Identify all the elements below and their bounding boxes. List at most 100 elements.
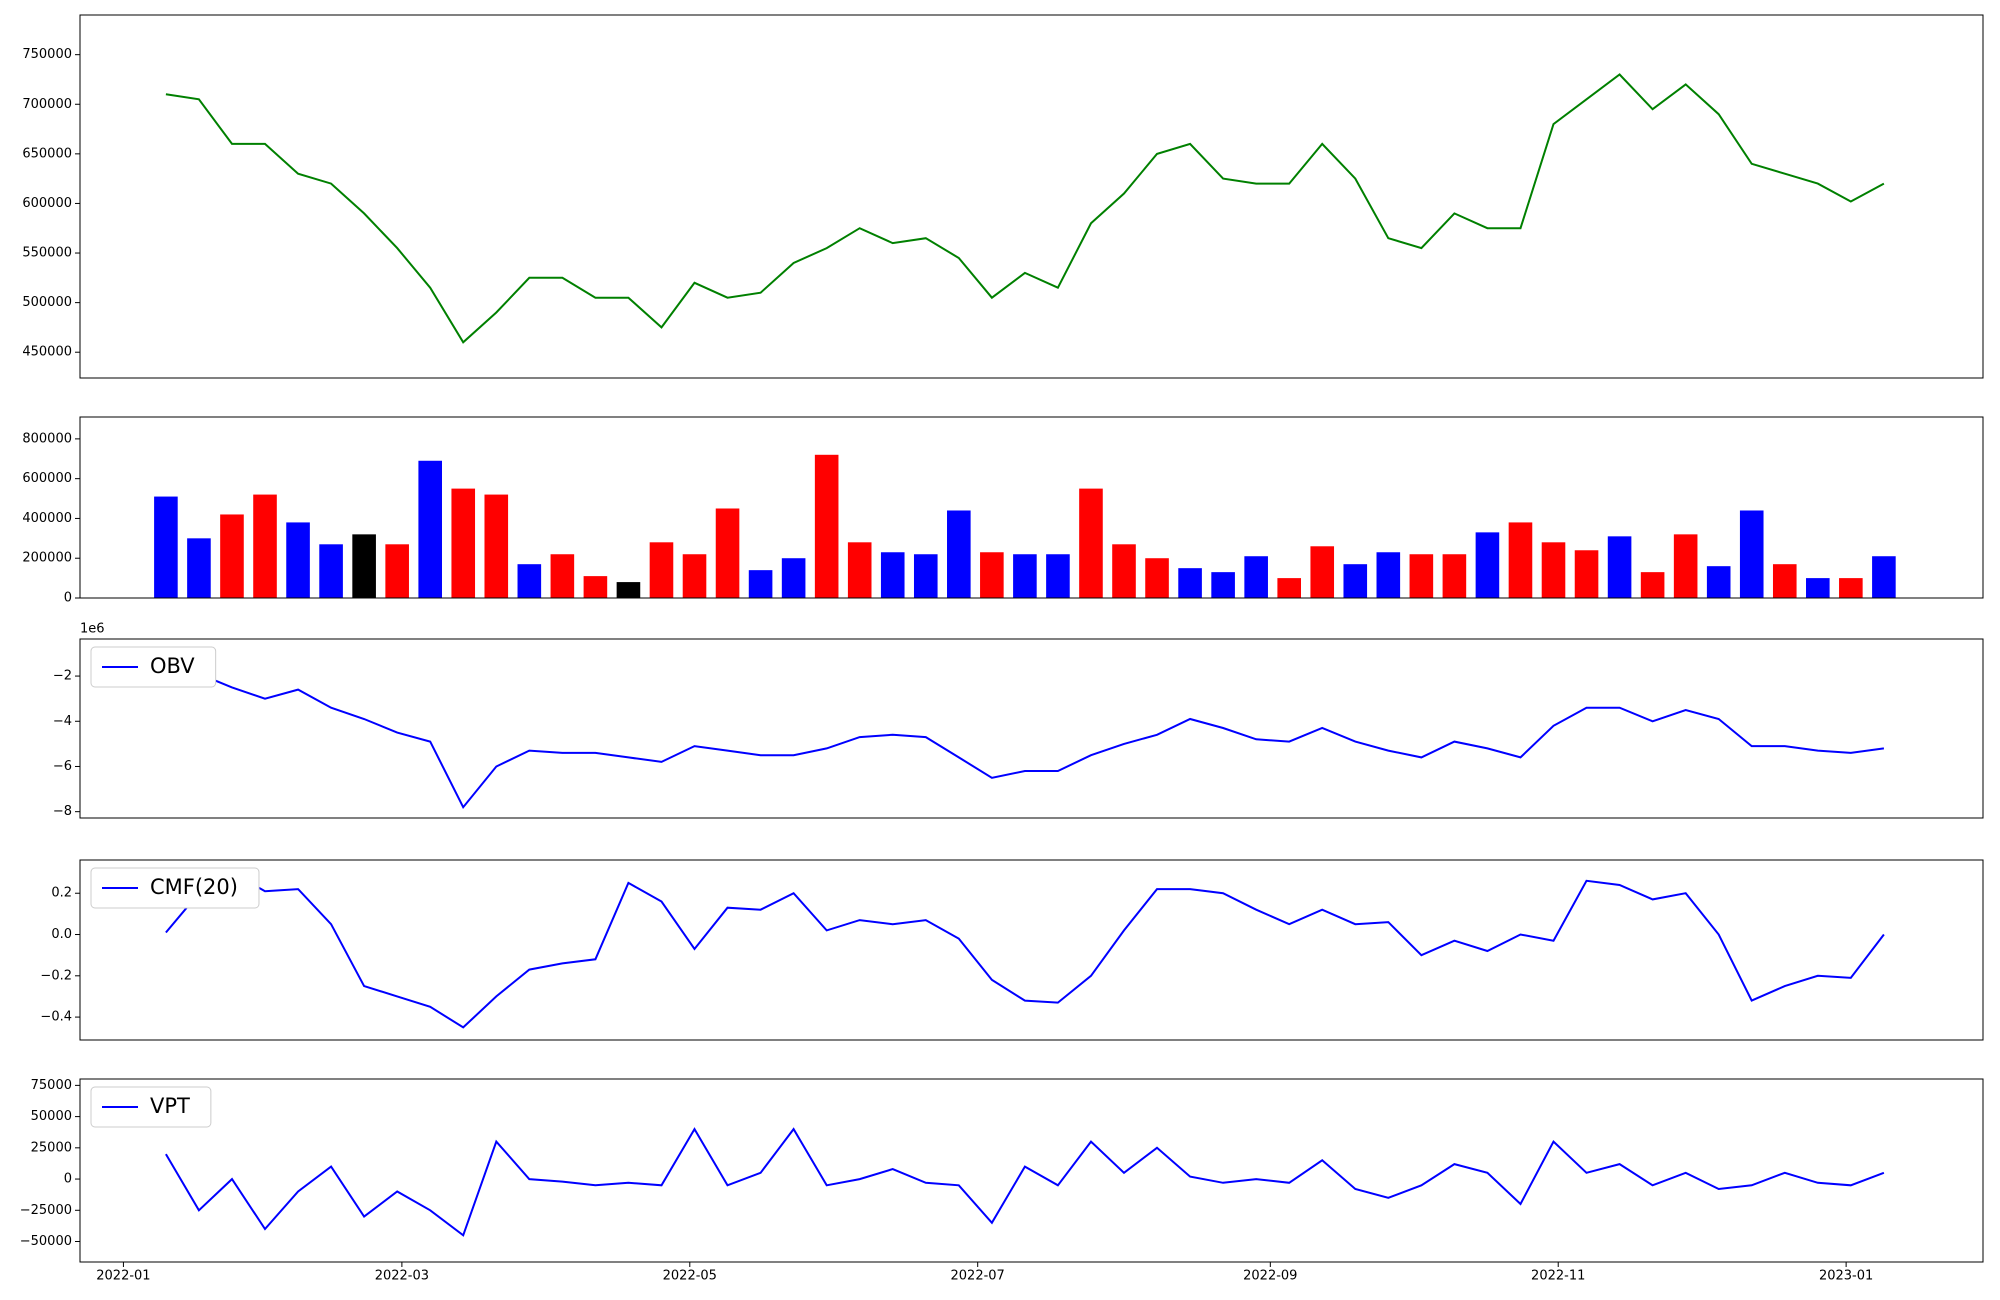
x-tick-label: 2022-03 [375,1269,429,1284]
y-tick-label: 800000 [22,431,72,446]
series-line [165,871,1885,1029]
series-line [165,1127,1885,1237]
legend-box [90,867,260,909]
bar [1376,552,1401,598]
y-tick-label: 400000 [22,511,72,526]
bar [1079,488,1103,598]
axes-frame [79,416,1984,599]
legend: OBV [90,646,217,688]
y-tick-label: 650000 [22,146,72,161]
bar [715,508,740,598]
bar [1244,556,1268,598]
y-tick-label: −0.4 [40,1010,72,1025]
bar [1772,564,1797,598]
y-tick-label: 750000 [22,47,72,62]
bar [319,544,343,598]
bar [1872,556,1896,598]
bar [1310,546,1335,598]
x-tick-label: 2022-11 [1531,1269,1585,1284]
bar [1607,536,1632,598]
bar [980,552,1004,598]
x-tick-label: 2022-09 [1243,1269,1297,1284]
axes-frame [79,638,1984,819]
legend: CMF(20) [90,867,260,909]
bar [880,552,905,598]
y-tick-label: −50000 [20,1234,72,1249]
bar [1508,522,1533,598]
y-tick-label: 75000 [31,1078,72,1093]
legend-label: VPT [150,1094,190,1118]
bar [1739,510,1764,598]
bar [1013,554,1037,598]
bar [1112,544,1136,598]
bar [583,576,608,598]
legend-label: OBV [150,654,195,678]
y-tick-label: −4 [53,714,72,729]
bar [1706,566,1731,598]
y-tick-label: 550000 [22,246,72,261]
bar [1839,578,1863,598]
y-tick-label: 450000 [22,345,72,360]
y-tick-label: 600000 [22,471,72,486]
bar [682,554,707,598]
y-tick-label: 50000 [31,1109,72,1124]
bar [253,494,277,598]
bar [781,558,806,598]
bar [385,544,409,598]
legend-box [90,646,217,688]
bar [154,496,178,598]
bar [352,534,376,598]
bar [947,510,971,598]
y-tick-label: 0 [64,1172,72,1187]
y-tick-label: 700000 [22,97,72,112]
bar [1541,542,1566,598]
bar [1806,578,1830,598]
bar [220,514,244,598]
y-tick-label: 0 [64,591,72,606]
bar [550,554,575,598]
y-tick-label: 25000 [31,1140,72,1155]
bar [1409,554,1434,598]
bar [451,488,476,598]
x-tick-label: 2022-05 [663,1269,717,1284]
y-tick-label: −0.2 [40,968,72,983]
y-tick-label: 200000 [22,551,72,566]
y-tick-label: −2 [53,669,72,684]
bar [1574,550,1599,598]
y-tick-label: −25000 [20,1203,72,1218]
y-tick-label: 600000 [22,196,72,211]
bar [847,542,872,598]
bar [649,542,674,598]
bar [1277,578,1301,598]
bar [1673,534,1698,598]
bar [286,522,310,598]
bar [187,538,211,598]
x-tick-label: 2022-01 [96,1269,150,1284]
y-tick-label: 500000 [22,295,72,310]
legend-box [90,1086,212,1128]
y-tick-label: 0.0 [51,927,72,942]
axes-frame [79,859,1984,1041]
bar [1475,532,1500,598]
bar [1046,554,1070,598]
bar [1211,572,1235,598]
bar [1442,554,1467,598]
bar [1145,558,1169,598]
bar [913,554,938,598]
bar [1640,572,1665,598]
bar [1178,568,1202,598]
legend: VPT [90,1086,212,1128]
legend-label: CMF(20) [150,875,238,899]
series-line [165,657,1885,810]
axes-frame [79,1078,1984,1263]
bar [1343,564,1368,598]
series-line [165,73,1885,344]
bar [748,570,773,598]
x-tick-label: 2023-01 [1819,1269,1873,1284]
bar [616,582,641,598]
bar [484,494,509,598]
x-tick-label: 2022-07 [951,1269,1005,1284]
y-tick-label: 0.2 [51,886,72,901]
bar [517,564,542,598]
